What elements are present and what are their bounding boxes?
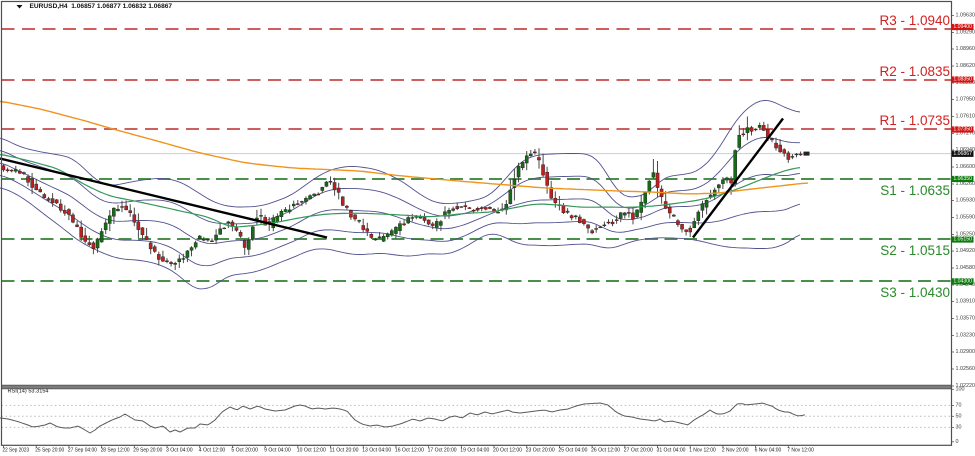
svg-text:13 Oct 04:00: 13 Oct 04:00 [362,448,391,454]
svg-text:RSI(14) 53.3154: RSI(14) 53.3154 [8,389,49,395]
svg-text:5 Oct 20:00: 5 Oct 20:00 [231,448,258,454]
svg-text:1.06940: 1.06940 [956,147,975,153]
svg-text:17 Oct 20:00: 17 Oct 20:00 [428,448,457,454]
svg-text:1.02220: 1.02220 [956,383,975,389]
svg-text:1.03230: 1.03230 [956,333,975,339]
svg-text:1.07270: 1.07270 [956,131,975,137]
svg-text:9 Oct 04:00: 9 Oct 04:00 [264,448,291,454]
svg-text:1.02560: 1.02560 [956,366,975,372]
svg-text:S1 - 1.0635: S1 - 1.0635 [880,183,950,198]
svg-text:25 Sep 20:00: 25 Sep 20:00 [35,448,64,454]
svg-text:1.09400: 1.09400 [953,24,972,30]
svg-text:2 Nov 20:00: 2 Nov 20:00 [722,448,749,454]
svg-text:1.03910: 1.03910 [956,299,975,305]
svg-text:1.03570: 1.03570 [956,316,975,322]
svg-text:19 Oct 04:00: 19 Oct 04:00 [460,448,489,454]
svg-text:20 Oct 12:00: 20 Oct 12:00 [493,448,522,454]
svg-text:1.06600: 1.06600 [956,164,975,170]
svg-text:1.06867: 1.06867 [953,151,972,157]
svg-text:1.05250: 1.05250 [956,232,975,238]
svg-text:1.04300: 1.04300 [953,278,972,284]
svg-text:26 Oct 12:00: 26 Oct 12:00 [591,448,620,454]
svg-text:25 Oct 04:00: 25 Oct 04:00 [558,448,587,454]
svg-text:3 Oct 04:00: 3 Oct 04:00 [166,448,193,454]
svg-text:27 Oct 20:00: 27 Oct 20:00 [624,448,653,454]
svg-text:31 Oct 04:00: 31 Oct 04:00 [657,448,686,454]
svg-text:7 Nov 12:00: 7 Nov 12:00 [787,448,814,454]
svg-text:1.06350: 1.06350 [953,176,972,182]
svg-text:EURUSD,H4 1.06857 1.06877 1.0: EURUSD,H4 1.06857 1.06877 1.06832 1.0686… [30,3,173,10]
svg-text:30: 30 [956,424,962,430]
svg-text:6 Nov 04:00: 6 Nov 04:00 [755,448,782,454]
svg-text:100: 100 [956,386,965,392]
svg-text:1.07950: 1.07950 [956,97,975,103]
svg-text:1.04240: 1.04240 [956,282,975,288]
svg-text:70: 70 [956,402,962,408]
svg-text:R1 - 1.0735: R1 - 1.0735 [879,113,950,128]
svg-text:29 Sep 20:00: 29 Sep 20:00 [133,448,162,454]
svg-text:23 Oct 20:00: 23 Oct 20:00 [526,448,555,454]
svg-text:1.04920: 1.04920 [956,248,975,254]
svg-text:27 Sep 04:00: 27 Sep 04:00 [68,448,97,454]
svg-text:1.05590: 1.05590 [956,215,975,221]
svg-text:22 Sep 2023: 22 Sep 2023 [3,448,30,454]
svg-text:16 Oct 12:00: 16 Oct 12:00 [395,448,424,454]
svg-text:0: 0 [956,439,959,445]
svg-text:1.05930: 1.05930 [956,198,975,204]
svg-text:1 Nov 12:00: 1 Nov 12:00 [689,448,716,454]
svg-text:10 Oct 12:00: 10 Oct 12:00 [297,448,326,454]
svg-text:1.02900: 1.02900 [956,349,975,355]
svg-text:1.09290: 1.09290 [956,30,975,36]
svg-text:1.07610: 1.07610 [956,114,975,120]
svg-text:4 Oct 12:00: 4 Oct 12:00 [199,448,226,454]
svg-text:S2 - 1.0515: S2 - 1.0515 [880,243,950,258]
svg-text:1.08280: 1.08280 [956,80,975,86]
svg-text:1.08620: 1.08620 [956,63,975,69]
svg-text:S3 - 1.0430: S3 - 1.0430 [880,285,950,300]
svg-text:1.06260: 1.06260 [956,181,975,187]
svg-text:1.05150: 1.05150 [953,237,972,243]
svg-text:1.04580: 1.04580 [956,265,975,271]
svg-text:1.08960: 1.08960 [956,46,975,52]
svg-text:28 Sep 12:00: 28 Sep 12:00 [101,448,130,454]
svg-text:R3 - 1.0940: R3 - 1.0940 [879,13,950,28]
svg-text:1.07350: 1.07350 [953,127,972,133]
svg-text:11 Oct 20:00: 11 Oct 20:00 [330,448,359,454]
svg-text:1.09630: 1.09630 [956,13,975,19]
svg-text:1.08350: 1.08350 [953,77,972,83]
svg-text:50: 50 [956,413,962,419]
svg-text:R2 - 1.0835: R2 - 1.0835 [879,64,950,79]
